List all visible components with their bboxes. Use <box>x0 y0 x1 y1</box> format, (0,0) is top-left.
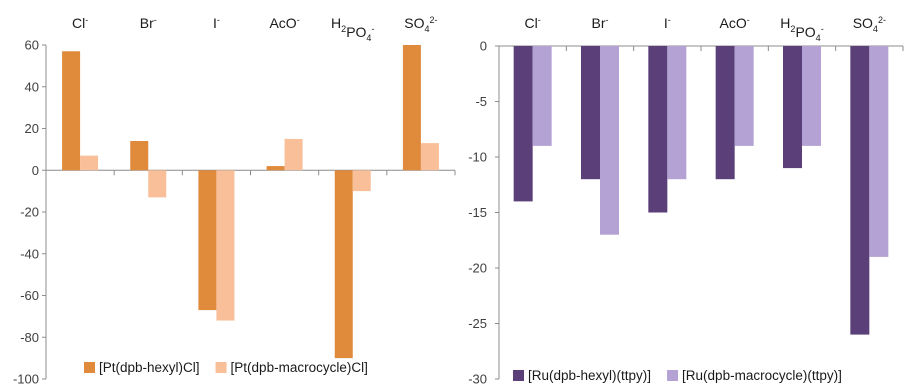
bar-series1-1 <box>581 46 600 180</box>
legend-label-1: [Pt(dpb-hexyl)Cl] <box>99 360 200 375</box>
category-label: H2PO4- <box>780 15 823 43</box>
left-bar-chart: 60 40 20 0 ‑20 ‑40 ‑60 ‑80 ‑100 Cl- Br- I- AcO- H2PO4… <box>13 15 456 387</box>
y-tick-label: ‑30 <box>468 372 487 387</box>
y-tick-label: 60 <box>25 38 39 53</box>
y-tick-label: ‑40 <box>20 246 39 261</box>
bar-series1-2 <box>648 46 668 213</box>
bar-series1-4 <box>783 46 802 169</box>
y-tick-label: ‑10 <box>468 150 487 165</box>
category-label: Br- <box>592 15 609 31</box>
category-label: I- <box>213 15 220 31</box>
right-bar-chart: 0 ‑5 ‑10 ‑15 ‑20 ‑25 ‑30 Cl- Br- I- AcO- H2PO4- SO42… <box>468 15 904 387</box>
bar-series2-5 <box>420 143 439 171</box>
category-label: Cl- <box>525 15 541 31</box>
y-tick-label: 40 <box>25 79 39 94</box>
bar-series2-5 <box>869 46 889 257</box>
y-tick-label: ‑20 <box>20 205 39 220</box>
legend-label-2: [Ru(dpb-macrocycle)(ttpy)] <box>682 368 842 383</box>
bar-series1-3 <box>715 46 735 180</box>
y-tick-label: ‑100 <box>13 372 39 387</box>
bar-series2-3 <box>284 138 303 171</box>
bar-series2-1 <box>148 170 167 198</box>
category-label: AcO- <box>720 15 750 31</box>
bar-series2-1 <box>600 46 619 235</box>
bar-series1-5 <box>850 46 870 335</box>
bar-series2-2 <box>667 46 687 180</box>
y-tick-label: ‑5 <box>475 94 487 109</box>
bar-series2-2 <box>216 170 235 321</box>
legend-label-2: [Pt(dpb-macrocycle)Cl] <box>231 360 368 375</box>
y-tick-label: 0 <box>32 163 39 178</box>
category-label: H2PO4- <box>331 15 374 43</box>
bar-series1-2 <box>198 170 217 311</box>
y-tick-label: ‑60 <box>20 288 39 303</box>
category-label: SO42- <box>404 15 437 34</box>
bar-series1-4 <box>334 170 353 359</box>
category-label: Br- <box>140 15 157 31</box>
category-label: I- <box>664 15 671 31</box>
legend-label-1: [Ru(dpb-hexyl)(ttpy)] <box>528 368 651 383</box>
bar-series1-1 <box>130 141 149 171</box>
bar-series2-4 <box>352 170 371 192</box>
y-tick-label: 20 <box>25 121 39 136</box>
bar-series2-0 <box>532 46 552 146</box>
legend-swatch-1 <box>513 370 524 381</box>
legend-swatch-1 <box>84 362 95 373</box>
bar-series1-5 <box>402 45 421 171</box>
y-tick-label: 0 <box>480 39 487 54</box>
category-label: Cl- <box>72 15 88 31</box>
category-label: SO42- <box>853 15 886 34</box>
bar-series1-0 <box>513 46 533 202</box>
bar-series1-0 <box>62 51 81 171</box>
bar-series1-3 <box>266 166 285 171</box>
bar-series2-3 <box>734 46 754 146</box>
bar-series2-0 <box>80 155 99 171</box>
legend-swatch-2 <box>667 370 679 381</box>
category-label: AcO- <box>269 15 299 31</box>
y-tick-label: ‑15 <box>468 205 487 220</box>
legend-swatch-2 <box>215 362 227 373</box>
y-tick-label: ‑25 <box>468 316 487 331</box>
y-tick-label: ‑20 <box>468 261 487 276</box>
y-tick-label: ‑80 <box>20 330 39 345</box>
bar-series2-4 <box>802 46 821 146</box>
